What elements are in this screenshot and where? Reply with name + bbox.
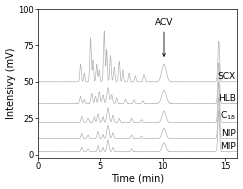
Y-axis label: Intensivy (mV): Intensivy (mV) (6, 47, 16, 119)
Text: $\mathregular{C_{18}}$: $\mathregular{C_{18}}$ (220, 109, 235, 122)
X-axis label: Time (min): Time (min) (111, 174, 165, 184)
Text: ACV: ACV (155, 18, 173, 56)
Text: NIP: NIP (221, 129, 235, 138)
Text: HLB: HLB (218, 94, 235, 103)
Text: MIP: MIP (220, 142, 235, 151)
Text: SCX: SCX (217, 72, 235, 81)
